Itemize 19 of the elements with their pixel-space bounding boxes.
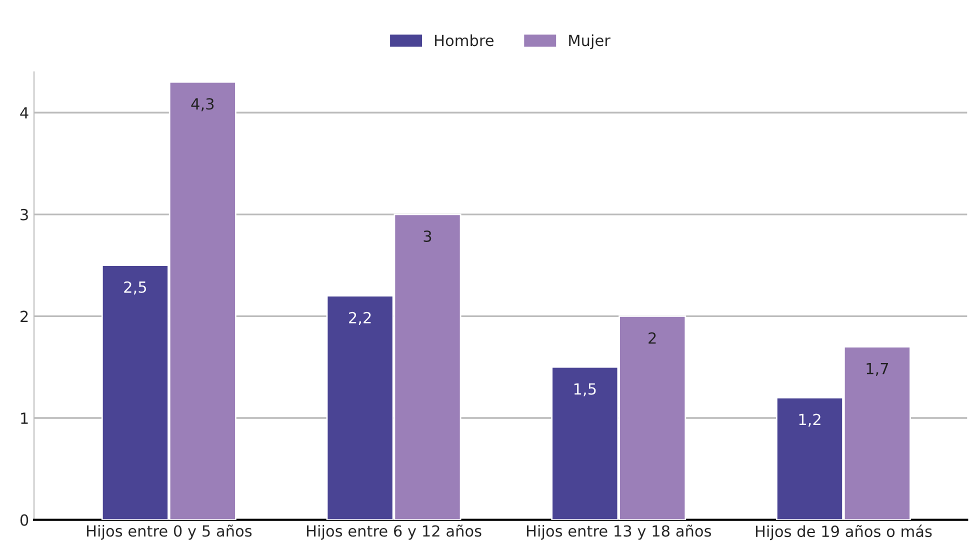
y-tick-label: 2 [20,310,28,322]
data-label: 3 [424,230,432,242]
y-tick-label: 1 [21,412,28,424]
y-tick-label: 3 [20,208,28,220]
x-tick-label: Hijos entre 0 y 5 años [87,524,252,540]
data-label: 2,2 [349,312,371,326]
x-tick-label: Hijos entre 6 y 12 años [307,524,482,540]
y-tick-label: 4 [20,107,28,118]
legend-label: Mujer [569,34,610,50]
y-tick-label: 0 [20,514,28,526]
data-label: 4,3 [191,98,214,112]
data-label: 2,5 [124,281,146,294]
data-label: 1,7 [866,362,888,376]
data-label: 1,2 [799,414,820,427]
data-label: 2 [648,332,656,344]
data-label: 1,5 [574,383,596,396]
legend-label: Hombre [435,34,494,46]
x-tick-label: Hijos de 19 años o más [756,524,932,540]
x-tick-label: Hijos entre 13 y 18 años [527,524,712,540]
